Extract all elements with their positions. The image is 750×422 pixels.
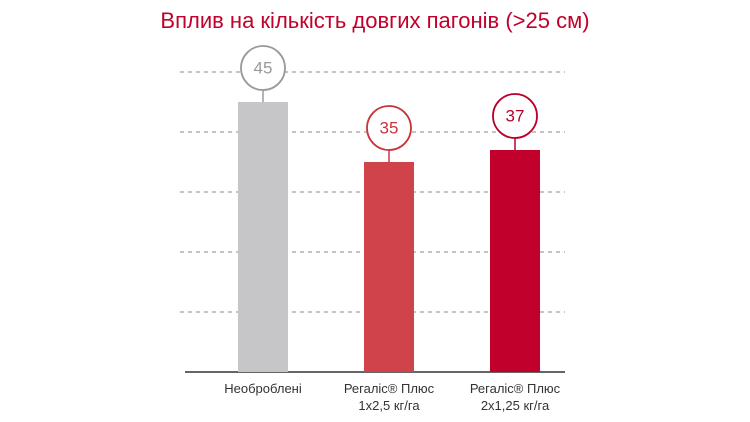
chart-title: Вплив на кількість довгих пагонів (>25 с… (160, 8, 589, 33)
x-tick-label: Регаліс® Плюс 1х2,5 кг/га (343, 381, 435, 413)
data-label: 45 (254, 58, 273, 77)
x-tick-label: Необроблені (224, 381, 302, 396)
data-label: 35 (380, 118, 399, 137)
bar (364, 162, 414, 372)
bar (490, 150, 540, 372)
bar (238, 102, 288, 372)
value-bubble (492, 93, 538, 139)
data-label: 37 (506, 106, 525, 125)
x-tick-label: Регаліс® Плюс 2х1,25 кг/га (469, 381, 561, 413)
value-bubble (240, 45, 286, 91)
value-bubble (366, 105, 412, 151)
